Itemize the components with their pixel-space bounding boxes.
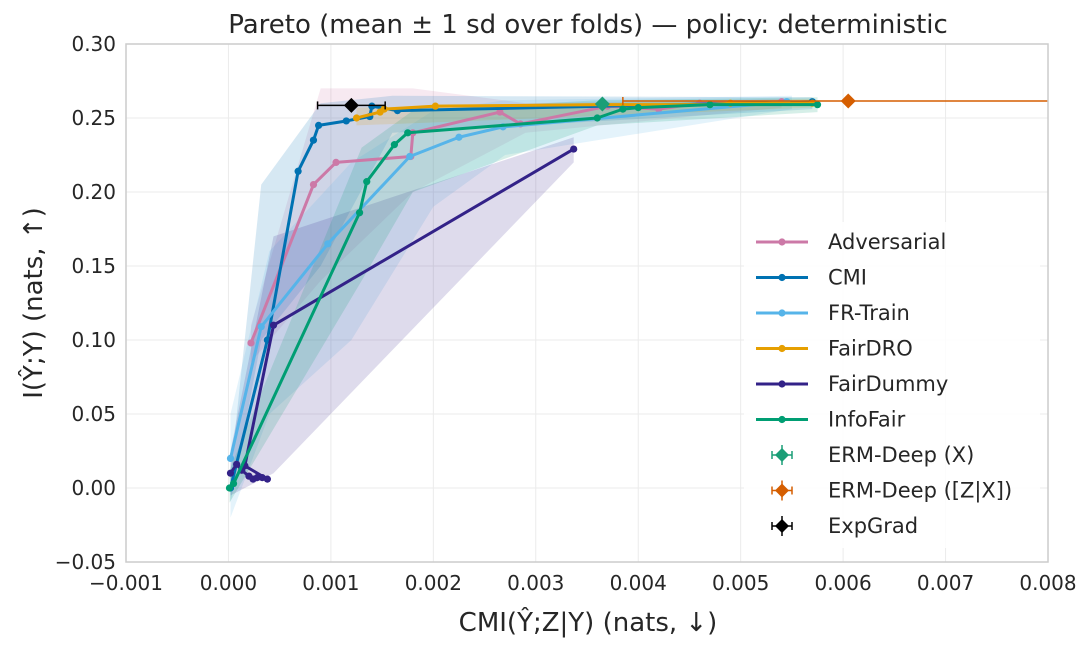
legend-label-fr-train: FR-Train: [828, 301, 910, 325]
legend-marker-erm-deep-x-: [775, 448, 789, 462]
data-point-cmi: [314, 121, 323, 129]
y-axis-label: I(Ŷ;Y) (nats, ↑): [17, 207, 49, 399]
data-point-infofair: [813, 101, 822, 109]
data-point-fr-train: [406, 152, 414, 161]
marker-erm-deep-z-x-: [840, 93, 856, 109]
legend-marker-fairdummy: [778, 380, 786, 388]
x-tick-label: 0.004: [610, 571, 667, 595]
legend-label-erm-deep-z-x-: ERM-Deep ([Z|X]): [828, 479, 1012, 504]
data-point-fairdummy: [226, 469, 235, 477]
x-tick-label: 0.006: [814, 571, 871, 595]
chart-title: Pareto (mean ± 1 sd over folds) — policy…: [228, 10, 948, 40]
data-point-infofair: [404, 129, 412, 137]
data-point-fr-train: [257, 323, 265, 331]
x-tick-label: 0.005: [712, 571, 769, 595]
band-fr-train: [230, 95, 792, 518]
legend-label-expgrad: ExpGrad: [828, 514, 918, 538]
data-point-adversarial: [247, 339, 255, 347]
y-tick-label: 0.10: [71, 328, 116, 352]
y-tick-label: −0.05: [55, 550, 116, 574]
data-point-adversarial: [332, 158, 340, 166]
plot-area: −0.001 0.000 0.001 0.002 0.003 0.004 0.005 0.00…: [55, 32, 1077, 595]
band-infofair: [229, 97, 818, 503]
legend-label-cmi: CMI: [828, 266, 867, 290]
data-point-fairdummy: [233, 460, 241, 468]
x-tick-label: 0.007: [917, 571, 974, 595]
band-fairdummy: [230, 137, 574, 496]
legend-marker-expgrad: [775, 519, 789, 533]
data-point-infofair: [634, 104, 642, 112]
plot-frame: [125, 43, 1049, 563]
marker-expgrad: [343, 97, 359, 113]
legend-label-fairdummy: FairDummy: [828, 372, 948, 396]
legend-label-infofair: InfoFair: [828, 408, 906, 432]
x-tick-label: 0.001: [302, 571, 359, 595]
x-tick-label: 0.003: [507, 571, 564, 595]
legend-marker-infofair: [778, 415, 786, 424]
data-point-infofair: [619, 105, 627, 113]
y-tick-label: 0.05: [71, 402, 116, 426]
y-tick-label: 0.15: [71, 254, 116, 278]
x-axis-label: CMI(Ŷ;Z|Y) (nats, ↓): [459, 606, 718, 638]
data-point-cmi: [342, 117, 350, 125]
legend-marker-fairdro: [778, 344, 786, 353]
legend-marker-fr-train: [778, 309, 786, 317]
data-point-fairdummy: [253, 474, 261, 482]
data-point-fairdummy: [269, 321, 278, 329]
legend-label-adversarial: Adversarial: [828, 230, 946, 254]
y-tick-label: 0.30: [71, 32, 116, 56]
data-point-fairdummy: [263, 475, 271, 483]
data-point-infofair: [355, 209, 364, 217]
data-layer: [225, 88, 1048, 518]
data-point-infofair: [363, 178, 371, 186]
data-point-infofair: [706, 101, 714, 109]
y-tick-label: 0.25: [71, 106, 116, 130]
legend-label-fairdro: FairDRO: [828, 337, 913, 361]
data-point-infofair: [390, 141, 399, 149]
x-tick-label: 0.000: [200, 571, 257, 595]
data-point-fr-train: [324, 240, 332, 248]
data-point-cmi: [309, 136, 318, 144]
data-point-fr-train: [455, 133, 463, 141]
data-point-adversarial: [496, 108, 504, 116]
y-tick-label: 0.00: [71, 476, 116, 500]
y-tick-label: 0.20: [71, 180, 116, 204]
legend: Adversarial CMI FR-Train FairDRO FairDummy In…: [744, 222, 1040, 548]
data-point-fairdro: [431, 102, 439, 110]
data-point-fairdummy: [570, 145, 578, 153]
data-point-fairdro: [352, 114, 361, 122]
marker-erm-deep-x-: [594, 96, 610, 112]
legend-marker-erm-deep-z-x-: [775, 483, 789, 498]
data-point-cmi: [294, 167, 302, 175]
data-point-infofair: [229, 479, 238, 488]
data-point-infofair: [593, 114, 601, 122]
legend-label-erm-deep-x-: ERM-Deep (X): [828, 443, 974, 467]
x-tick-label: −0.001: [89, 571, 163, 595]
data-point-adversarial: [309, 181, 318, 189]
data-point-fairdro: [380, 105, 388, 113]
legend-marker-adversarial: [778, 238, 786, 246]
x-tick-label: 0.002: [405, 571, 462, 595]
data-point-fr-train: [226, 454, 235, 462]
x-tick-label: 0.008: [1019, 571, 1076, 595]
legend-marker-cmi: [778, 273, 786, 282]
